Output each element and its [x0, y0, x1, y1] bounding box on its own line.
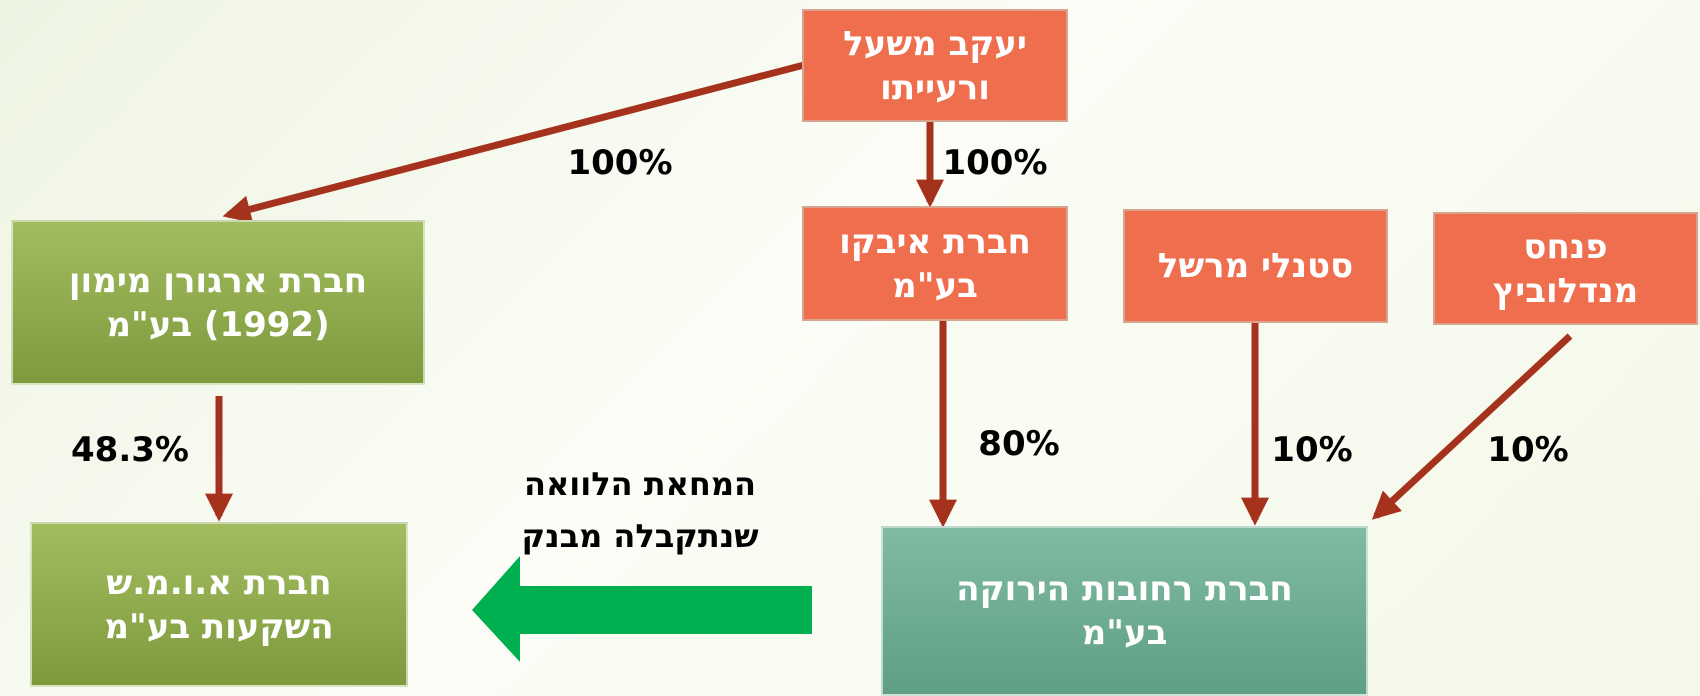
node-text: (1992) בע"מ: [106, 304, 330, 345]
node-text: יעקב משעל: [843, 23, 1027, 64]
node-text: השקעות בע"מ: [104, 606, 334, 647]
loan-line: שנתקבלה מבנק: [521, 517, 759, 555]
node-text: חברת רחובות הירוקה: [956, 569, 1293, 609]
node-text: בע"מ: [892, 265, 978, 306]
edge-label: 10%: [1271, 430, 1353, 470]
node: חברת ארגורן מימון (1992) בע"מ: [11, 220, 425, 385]
edge-label: 10%: [1487, 430, 1569, 470]
node-text: סטנלי מרשל: [1157, 246, 1354, 286]
node: פנחס מנדלוביץ: [1433, 212, 1698, 325]
loan-line: המחאת הלוואה: [523, 465, 757, 503]
node: סטנלי מרשל: [1123, 209, 1388, 323]
loan-arrow: [472, 556, 812, 662]
edge: [222, 61, 805, 223]
node-text: בע"מ: [1081, 613, 1168, 653]
node: חברת רחובות הירוקה בע"מ: [881, 526, 1368, 696]
edge-label: 100%: [567, 143, 673, 183]
node-text: פנחס: [1523, 226, 1608, 267]
node-text: ורעייתו: [880, 67, 990, 108]
loan-text: המחאת הלוואה שנתקבלה מבנק: [522, 458, 759, 562]
node: יעקב משעל ורעייתו: [802, 9, 1068, 122]
node-text: מנדלוביץ: [1492, 270, 1639, 311]
edge-label: 80%: [978, 424, 1060, 464]
edge-label: 48.3%: [71, 430, 189, 470]
node: חברת א.ו.מ.ש השקעות בע"מ: [30, 522, 408, 687]
node: חברת איבקו בע"מ: [802, 206, 1068, 321]
node-text: חברת ארגורן מימון: [68, 260, 368, 301]
node-text: חברת א.ו.מ.ש: [106, 562, 332, 603]
edge-label: 100%: [942, 143, 1048, 183]
edge: [1371, 333, 1573, 520]
node-text: חברת איבקו: [839, 221, 1031, 262]
